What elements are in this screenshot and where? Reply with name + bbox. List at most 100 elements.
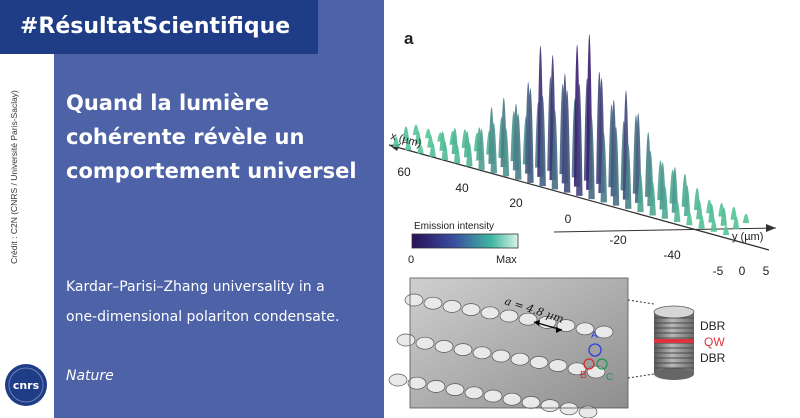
journal-name: Nature: [66, 368, 114, 384]
micropillar: [483, 389, 503, 403]
emission-peak: [720, 207, 727, 226]
micropillar: [453, 343, 473, 356]
paper-title-line-2: one-dimensional polariton condensate.: [66, 309, 340, 325]
emission-peak: [441, 141, 449, 161]
micropillar: [461, 303, 481, 316]
logo-text: cnrs: [13, 379, 40, 392]
emission-peak: [649, 181, 656, 216]
emission-peak: [600, 132, 607, 203]
emission-peak: [405, 140, 412, 151]
x-tick: 0: [565, 212, 572, 226]
micropillar: [499, 309, 519, 323]
colorbar: [411, 233, 519, 249]
colorbar-title: Emission intensity: [414, 221, 494, 232]
pillar-label-c: C: [606, 372, 613, 383]
x-tick: 60: [397, 165, 411, 179]
emission-peak: [539, 96, 546, 187]
emission-peak: [710, 218, 717, 232]
emission-peak: [696, 200, 703, 220]
emission-peak: [453, 144, 461, 164]
micropillar: [556, 319, 576, 332]
pillar-label-b: B: [580, 370, 587, 381]
sem-micrograph: a = 4.8 µm A B C: [388, 277, 629, 418]
emission-peak: [686, 211, 693, 226]
headline-line-3: comportement universel: [66, 159, 357, 183]
x-tick: -40: [663, 248, 681, 262]
micropillar: [404, 293, 424, 307]
x-axis-line: [388, 144, 770, 251]
emission-peak: [661, 185, 669, 219]
micropillar: [407, 376, 427, 390]
micropillar: [575, 322, 595, 336]
emission-peak: [429, 142, 436, 157]
emission-peak: [708, 203, 715, 223]
emission-peak: [673, 199, 681, 222]
micropillar: [529, 356, 549, 369]
micropillar: [445, 383, 465, 396]
emission-peak: [527, 88, 534, 183]
micropillar: [518, 312, 538, 326]
micropillar: [594, 325, 614, 339]
micropillar: [396, 333, 416, 347]
y-tick: 0: [739, 264, 746, 278]
text-panel: [54, 0, 384, 418]
micropillar: [472, 346, 492, 360]
emission-peak: [625, 144, 632, 209]
emission-peaks: [392, 34, 750, 235]
emission-peak: [588, 116, 595, 200]
stack-label-bottom: DBR: [700, 351, 726, 365]
scientific-figure: a x (µm) 60 40 20 0 -20 -40 y (µm) -5 0 …: [388, 29, 777, 418]
image-credit: Crédit : C2N (CNRS / Université Paris-Sa…: [9, 90, 19, 264]
pillar-label-a: A: [591, 330, 598, 341]
emission-peak: [478, 129, 485, 170]
emission-peak: [563, 90, 571, 193]
waveguide-ridges: [388, 293, 614, 418]
colorbar-min: 0: [408, 254, 414, 266]
emission-peak: [742, 213, 750, 223]
stack-label-qw: QW: [704, 335, 725, 349]
micropillar: [586, 365, 606, 379]
emission-peak: [392, 136, 400, 147]
cnrs-logo: cnrs: [5, 364, 47, 406]
hashtag-banner: #RésultatScientifique: [0, 0, 318, 54]
micropillar: [415, 336, 435, 350]
emission-peak: [612, 127, 620, 206]
x-tick: -20: [609, 233, 627, 247]
emission-peak: [466, 142, 473, 167]
emission-peak: [730, 206, 737, 220]
colorbar-max: Max: [496, 254, 517, 266]
headline-line-2: cohérente révèle un: [66, 125, 305, 149]
connector-line: [627, 299, 655, 305]
micropillar: [540, 399, 560, 412]
pillar-stack-diagram: [653, 305, 695, 380]
emission-peak: [490, 122, 497, 174]
micropillar: [567, 362, 587, 376]
emission-peak: [402, 126, 410, 141]
y-axis-label: y (µm): [732, 231, 763, 243]
micropillar: [578, 405, 598, 418]
micropillar: [464, 386, 484, 400]
micropillar: [388, 373, 408, 387]
micropillar: [510, 352, 530, 366]
stack-label-top: DBR: [700, 319, 726, 333]
headline-line-1: Quand la lumière: [66, 91, 270, 115]
emission-peak: [551, 110, 559, 190]
micropillar: [434, 340, 454, 353]
y-tick: -5: [713, 264, 724, 278]
emission-peak: [515, 113, 522, 180]
micropillar: [548, 359, 568, 372]
credit-strip: [0, 0, 54, 418]
x-tick: 40: [455, 181, 469, 195]
micropillar: [502, 392, 522, 406]
emission-peak: [502, 128, 510, 177]
micropillar: [480, 306, 500, 320]
emission-peak: [698, 214, 705, 229]
x-tick: 20: [509, 196, 523, 210]
micropillar: [423, 296, 443, 310]
emission-peak: [722, 225, 730, 235]
micropillar: [442, 300, 462, 313]
micropillar: [426, 380, 446, 393]
emission-peak: [576, 83, 583, 196]
emission-peak: [415, 131, 422, 145]
micropillar: [521, 396, 541, 409]
